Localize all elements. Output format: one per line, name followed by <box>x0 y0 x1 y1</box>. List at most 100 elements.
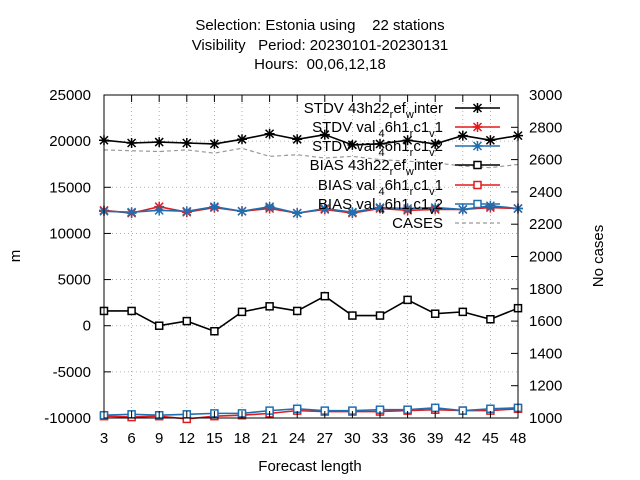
y-tick-label: -10000 <box>44 410 91 427</box>
legend-label: STDV val 46h1rc1v1 <box>312 119 443 140</box>
series-marker <box>292 306 302 316</box>
x-axis-label: Forecast length <box>258 458 361 475</box>
legend-label: CASES <box>392 215 443 232</box>
y-axis-label: m <box>7 250 24 263</box>
legend-label-part: 1 <box>435 119 443 136</box>
series-marker <box>375 202 385 213</box>
legend-label-part: BIAS val <box>318 196 376 213</box>
legend-label: BIAS val 46h1rc1v2 <box>318 196 443 217</box>
legend-label: BIAS val 46h1rc1v1 <box>318 177 443 198</box>
legend-label-part: 4 <box>375 128 384 140</box>
y2-tick-label: 1200 <box>529 378 562 395</box>
legend-label-part: 1 <box>435 177 443 194</box>
legend-label-part: r <box>410 128 414 140</box>
legend-label-part: v <box>429 128 435 140</box>
series-marker <box>472 103 483 113</box>
legend-label-part: 6h1 <box>385 177 410 194</box>
legend-label-part: w <box>405 166 414 178</box>
series-marker <box>181 137 192 148</box>
series-marker <box>472 141 483 151</box>
y2-tick-label: 1000 <box>529 410 562 427</box>
chart-title-line-3: Hours: 00,06,12,18 <box>254 56 386 73</box>
y2-tick-label: 3000 <box>529 87 562 104</box>
legend-label-part: BIAS val <box>318 177 376 194</box>
series-marker <box>402 135 413 146</box>
legend-label-part: v <box>429 205 435 217</box>
legend-label-part: c1 <box>413 196 429 213</box>
legend-label: BIAS 43h22refwinter <box>310 157 443 178</box>
axis-ticks: -10000 -5000 0 5000 10000 15000 20000 25000 1000… <box>44 87 562 447</box>
x-tick-label: 33 <box>372 430 389 447</box>
legend-item-3: BIAS 43h22refwinter <box>310 157 500 178</box>
legend-item-0: STDV 43h22refwinter <box>304 100 500 121</box>
series-marker <box>292 134 303 145</box>
series-marker <box>264 201 275 212</box>
chart-grid <box>104 95 518 418</box>
series-marker <box>375 138 385 149</box>
series-marker <box>264 128 275 139</box>
legend-label-part: c1 <box>413 138 429 155</box>
x-tick-label: 21 <box>261 430 278 447</box>
series-line <box>103 204 519 214</box>
legend-label: STDV 43h22refwinter <box>304 100 443 121</box>
y2-tick-label: 2200 <box>529 216 562 233</box>
series-marker <box>154 137 165 148</box>
series-marker <box>210 327 219 336</box>
series-marker <box>403 295 412 305</box>
y2-tick-label: 2400 <box>529 184 562 201</box>
x-tick-label: 3 <box>100 430 108 447</box>
x-tick-label: 36 <box>399 430 416 447</box>
series-marker <box>126 137 137 148</box>
legend-label-part: CASES <box>392 215 443 232</box>
x-tick-label: 42 <box>454 430 471 447</box>
legend-label-part: 4 <box>375 186 384 198</box>
y2-tick-label: 1800 <box>529 281 562 298</box>
legend-label-part: c1 <box>413 177 429 194</box>
series-marker <box>375 311 385 320</box>
legend-label-part: w <box>405 109 414 121</box>
series-marker <box>154 321 164 330</box>
x-tick-label: 18 <box>234 430 251 447</box>
y-tick-label: 25000 <box>49 87 91 104</box>
series-marker <box>473 160 482 170</box>
y-tick-label: 15000 <box>49 179 91 196</box>
x-tick-label: 15 <box>206 430 223 447</box>
x-tick-label: 45 <box>482 430 499 447</box>
legend-label-part: BIAS 43h22 <box>310 157 390 174</box>
legend-item-2: STDV val 46h1rc1v2 <box>312 138 500 159</box>
legend-item-4: BIAS val 46h1rc1v1 <box>318 177 500 198</box>
series-marker <box>265 302 274 311</box>
y2-tick-label: 1400 <box>529 345 562 362</box>
y2-tick-label: 2800 <box>529 119 562 136</box>
series-marker <box>154 205 165 216</box>
legend-label-part: STDV 43h22 <box>304 100 390 117</box>
x-tick-label: 9 <box>155 430 163 447</box>
legend-label-part: 6h1 <box>385 119 410 136</box>
series-marker <box>430 403 440 413</box>
legend-label: STDV val 46h1rc1v2 <box>312 138 443 159</box>
legend-label-part: ef <box>393 157 406 174</box>
series-marker <box>430 138 441 149</box>
y2-axis-label: No cases <box>590 225 607 288</box>
x-tick-label: 12 <box>178 430 195 447</box>
series-marker <box>402 203 413 214</box>
y2-tick-label: 1600 <box>529 313 562 330</box>
legend-label-part: c1 <box>413 119 429 136</box>
series-marker <box>473 199 482 209</box>
series-marker <box>472 122 483 132</box>
series-marker <box>348 311 357 320</box>
series-marker <box>486 315 495 324</box>
series-marker <box>209 138 220 149</box>
series-marker <box>237 134 247 145</box>
y-tick-label: 0 <box>83 318 91 335</box>
series-marker <box>457 130 468 141</box>
legend-label-part: r <box>410 186 414 198</box>
y2-tick-label: 2000 <box>529 249 562 266</box>
series-marker <box>182 316 192 326</box>
y-tick-label: 5000 <box>58 272 91 289</box>
series-marker <box>319 203 330 214</box>
legend-label-part: STDV val <box>312 119 375 136</box>
legend-label-part: r <box>410 147 414 159</box>
